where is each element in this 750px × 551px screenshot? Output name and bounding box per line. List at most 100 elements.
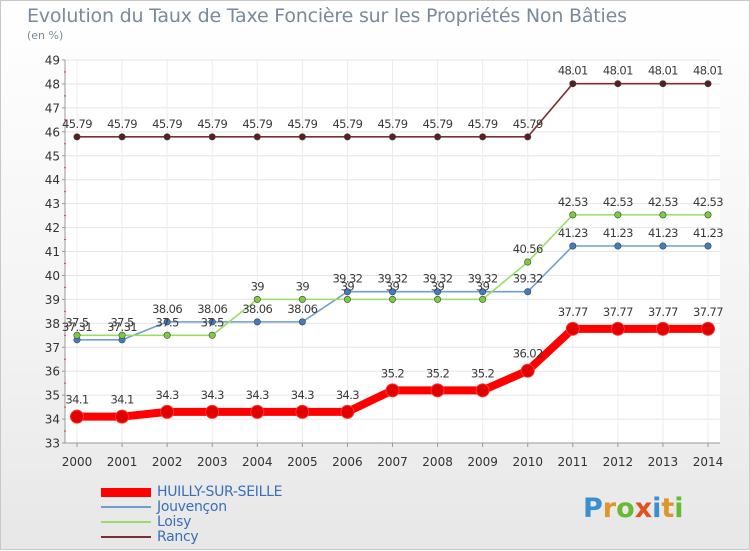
data-label-loisy-2004: 39 [251,279,265,293]
x-tick-label-2014: 2014 [693,455,724,469]
data-label-huilly-sur-seille-2001: 34.1 [110,393,133,407]
point-jouven-on-2009 [479,288,487,296]
point-loisy-2004 [253,295,261,303]
data-label-jouven-on-2005: 38.06 [287,302,317,316]
x-tick-label-2011: 2011 [558,455,589,469]
x-tick-label-2001: 2001 [107,455,138,469]
data-label-jouven-on-2003: 38.06 [197,302,227,316]
data-label-huilly-sur-seille-2010: 36.02 [513,347,543,361]
data-label-huilly-sur-seille-2004: 34.3 [246,388,269,402]
y-tick-label-47: 47 [45,101,60,115]
point-jouven-on-2013 [659,242,667,250]
x-tick-label-2002: 2002 [152,455,183,469]
legend-swatch-rancy [101,536,151,538]
point-loisy-2001 [118,331,126,339]
y-tick-label-37: 37 [45,341,60,355]
point-huilly-sur-seille-2001 [115,409,130,424]
point-loisy-2011 [569,211,577,219]
x-tick-label-2003: 2003 [197,455,228,469]
x-tick-label-2007: 2007 [377,455,408,469]
point-loisy-2007 [388,295,396,303]
y-tick-label-38: 38 [45,317,60,331]
data-label-loisy-2009: 39 [476,279,490,293]
data-label-huilly-sur-seille-2005: 34.3 [291,388,314,402]
x-tick-label-2010: 2010 [512,455,543,469]
data-label-jouven-on-2008: 39.32 [423,272,453,286]
point-huilly-sur-seille-2011 [565,321,580,336]
point-rancy-2000 [73,133,81,141]
point-rancy-2001 [118,133,126,141]
legend-swatch-jouven-on [101,506,151,508]
data-label-rancy-2005: 45.79 [287,117,317,131]
data-label-rancy-2001: 45.79 [107,117,137,131]
point-huilly-sur-seille-2002 [160,404,175,419]
point-jouven-on-2005 [298,318,306,326]
data-label-rancy-2011: 48.01 [558,64,588,78]
data-label-jouven-on-2013: 41.23 [648,226,678,240]
point-rancy-2004 [253,133,261,141]
point-huilly-sur-seille-2003 [205,404,220,419]
point-jouven-on-2014 [704,242,712,250]
point-rancy-2006 [343,133,351,141]
data-label-jouven-on-2014: 41.23 [693,226,723,240]
legend: HUILLY-SUR-SEILLE Jouvençon Loisy Rancy [101,484,321,545]
point-huilly-sur-seille-2000 [70,409,84,424]
point-huilly-sur-seille-2008 [430,383,445,398]
data-label-jouven-on-2012: 41.23 [603,226,633,240]
data-label-huilly-sur-seille-2012: 37.77 [603,305,633,319]
data-label-loisy-2000: 37.5 [65,315,88,329]
point-jouven-on-2011 [569,242,577,250]
data-label-huilly-sur-seille-2003: 34.3 [201,388,224,402]
data-label-huilly-sur-seille-2011: 37.77 [558,305,588,319]
y-tick-label-33: 33 [45,437,60,451]
point-loisy-2005 [298,295,306,303]
y-tick-label-39: 39 [45,293,60,307]
y-tick-label-43: 43 [45,197,60,211]
point-jouven-on-2010 [524,288,532,296]
data-label-jouven-on-2000: 37.31 [62,320,92,334]
legend-label-huilly-sur-seille: HUILLY-SUR-SEILLE [157,484,283,500]
data-label-rancy-2006: 45.79 [332,117,362,131]
x-tick-label-2006: 2006 [332,455,363,469]
point-loisy-2000 [73,331,81,339]
point-rancy-2005 [298,133,306,141]
data-label-jouven-on-2006: 39.32 [332,272,362,286]
legend-item-rancy: Rancy [101,529,321,545]
point-rancy-2009 [479,133,487,141]
point-jouven-on-2012 [614,242,622,250]
data-label-huilly-sur-seille-2013: 37.77 [648,305,678,319]
legend-swatch-loisy [101,521,151,523]
point-loisy-2006 [343,295,351,303]
point-loisy-2012 [614,211,622,219]
legend-item-jouven-on: Jouvençon [101,499,321,515]
data-label-jouven-on-2010: 39.32 [513,272,543,286]
data-label-rancy-2007: 45.79 [378,117,408,131]
data-label-rancy-2002: 45.79 [152,117,182,131]
point-loisy-2003 [208,331,216,339]
point-huilly-sur-seille-2007 [385,383,400,398]
legend-swatch-huilly-sur-seille [101,487,151,497]
point-jouven-on-2007 [388,288,396,296]
data-label-loisy-2002: 37.5 [156,315,179,329]
point-rancy-2014 [704,80,712,88]
point-jouven-on-2002 [163,318,171,326]
y-tick-label-34: 34 [45,413,60,427]
data-label-rancy-2004: 45.79 [242,117,272,131]
data-label-jouven-on-2001: 37.31 [107,320,137,334]
point-jouven-on-2008 [434,288,442,296]
data-label-jouven-on-2002: 38.06 [152,302,182,316]
point-huilly-sur-seille-2006 [340,404,355,419]
point-jouven-on-2003 [208,318,216,326]
data-label-huilly-sur-seille-2000: 34.1 [65,393,88,407]
point-huilly-sur-seille-2005 [295,404,310,419]
y-tick-label-41: 41 [45,245,60,259]
data-label-loisy-2011: 42.53 [558,195,588,209]
legend-label-rancy: Rancy [157,529,199,545]
y-tick-label-46: 46 [45,125,60,139]
brand-logo: Proxiti [583,493,684,524]
legend-label-loisy: Loisy [157,514,192,530]
data-label-loisy-2003: 37.5 [201,315,224,329]
brand-letter: t [661,493,675,524]
x-tick-label-2013: 2013 [648,455,679,469]
